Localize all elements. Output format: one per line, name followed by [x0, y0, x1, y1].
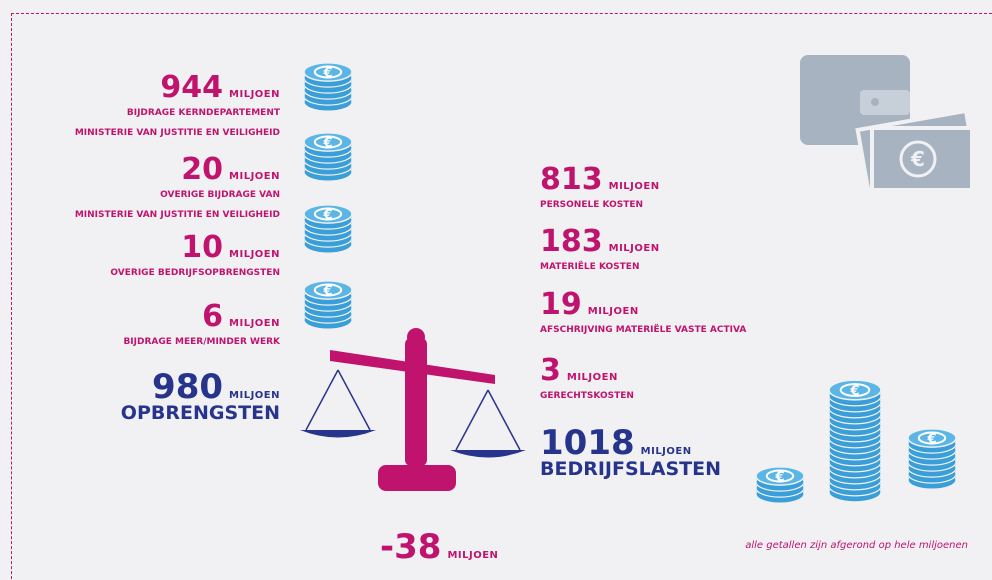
amount: -38 [380, 527, 441, 567]
amount-row: 10 MILJOEN [110, 233, 280, 263]
item: 813 MILJOEN PERSONELE KOSTEN [540, 165, 660, 215]
coin-stack: € [908, 429, 956, 489]
amount: 3 [540, 353, 561, 388]
amount: 813 [540, 162, 603, 197]
svg-text:€: € [849, 384, 859, 399]
label-line: PERSONELE KOSTEN [540, 195, 660, 215]
svg-text:€: € [322, 208, 332, 223]
amount: 980 [152, 367, 223, 407]
unit: MILJOEN [641, 446, 692, 457]
label-line: BIJDRAGE KERNDEPARTEMENT [75, 103, 280, 123]
infographic: € € € € € € € € 944 MILJOEN BIJDRAGE KERNDEPARTE… [0, 0, 992, 580]
unit: MILJOEN [567, 372, 618, 383]
unit: MILJOEN [229, 318, 280, 329]
amount: 944 [160, 70, 223, 105]
amount-row: 3 MILJOEN [540, 356, 634, 386]
amount-row: 813 MILJOEN [540, 165, 660, 195]
label: OPBRENGSTEN [121, 402, 280, 424]
amount: 20 [181, 152, 223, 187]
amount-row: 20 MILJOEN [75, 155, 280, 185]
amount: 183 [540, 224, 603, 259]
amount: 1018 [540, 423, 635, 463]
amount-row: 19 MILJOEN [540, 290, 746, 320]
coin-stack: € [304, 205, 352, 253]
unit: MILJOEN [229, 89, 280, 100]
unit: MILJOEN [447, 550, 498, 561]
item: 19 MILJOEN AFSCHRIJVING MATERIËLE VASTE AC… [540, 290, 746, 340]
amount: 19 [540, 287, 582, 322]
wallet-icon: € [800, 55, 976, 190]
label-line: MINISTERIE VAN JUSTITIE EN VEILIGHEID [75, 123, 280, 143]
footnote: alle getallen zijn afgerond op hele milj… [745, 540, 968, 551]
label-line: BIJDRAGE MEER/MINDER WERK [123, 332, 280, 352]
amount-row: 6 MILJOEN [123, 302, 280, 332]
label: BEDRIJFSLASTEN [540, 458, 721, 480]
coin-stack: € [304, 133, 352, 181]
label-line: GERECHTSKOSTEN [540, 386, 634, 406]
balance-scale [300, 328, 526, 491]
amount: 10 [181, 230, 223, 265]
svg-text:€: € [322, 284, 332, 299]
item: 3 MILJOEN GERECHTSKOSTEN [540, 356, 634, 406]
unit: MILJOEN [229, 171, 280, 182]
coin-stack: € [756, 467, 804, 503]
svg-text:€: € [774, 470, 784, 485]
label-line: OVERIGE BEDRIJFSOPBRENGSTEN [110, 263, 280, 283]
label-line: OVERIGE BIJDRAGE VAN [75, 185, 280, 205]
label-line: AFSCHRIJVING MATERIËLE VASTE ACTIVA [540, 320, 746, 340]
svg-text:€: € [926, 432, 936, 447]
unit: MILJOEN [229, 390, 280, 401]
label-line: MINISTERIE VAN JUSTITIE EN VEILIGHEID [75, 205, 280, 225]
item: 183 MILJOEN MATERIËLE KOSTEN [540, 227, 660, 277]
label-line: MATERIËLE KOSTEN [540, 257, 660, 277]
unit: MILJOEN [588, 306, 639, 317]
unit: MILJOEN [609, 243, 660, 254]
item: 6 MILJOEN BIJDRAGE MEER/MINDER WERK [123, 302, 280, 352]
coin-stack: € [304, 281, 352, 329]
unit: MILJOEN [229, 249, 280, 260]
amount: 6 [202, 299, 223, 334]
item: 10 MILJOEN OVERIGE BEDRIJFSOPBRENGSTEN [110, 233, 280, 283]
svg-text:€: € [322, 136, 332, 151]
amount-row: 183 MILJOEN [540, 227, 660, 257]
coin-stack: € [829, 380, 881, 502]
svg-text:€: € [322, 66, 332, 81]
coin-stack: € [304, 63, 352, 111]
unit: MILJOEN [609, 181, 660, 192]
amount-row: 944 MILJOEN [75, 73, 280, 103]
svg-text:€: € [910, 147, 925, 171]
